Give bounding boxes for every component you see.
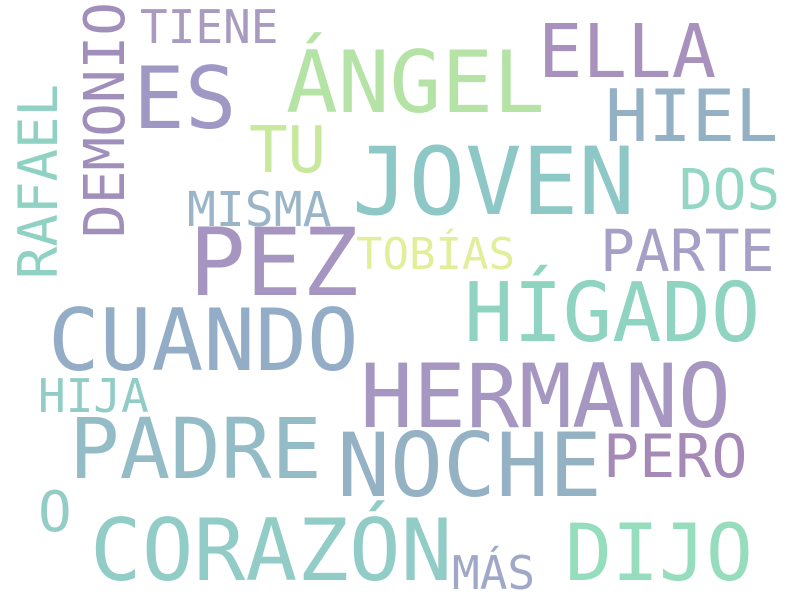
word-es: ES (133, 49, 237, 149)
word-hiel: HIEL (605, 74, 779, 158)
word-demonio: DEMONIO (73, 2, 138, 239)
word-tu: TU (249, 114, 327, 188)
word-dijo: DIJO (565, 509, 753, 599)
word-higado: HÍGADO (464, 266, 761, 361)
word-tiene: TIENE (140, 0, 279, 54)
word-joven: JOVEN (352, 128, 635, 237)
word-pez: PEZ (189, 209, 359, 318)
word-dos: DOS (679, 158, 781, 223)
word-noche: NOCHE (337, 414, 602, 517)
word-rafael: RAFAEL (7, 84, 70, 280)
word-o: O (38, 480, 72, 545)
word-pero: PERO (603, 422, 748, 492)
word-ella: ELLA (538, 9, 717, 95)
word-corazon: CORAZÓN (90, 501, 453, 601)
word-misma: MISMA (187, 182, 332, 238)
word-parte: PARTE (600, 217, 775, 285)
word-hija: HIJA (38, 369, 149, 423)
word-cuando: CUANDO (48, 291, 359, 391)
word-hermano: HERMANO (360, 345, 731, 448)
word-tobias: TOBÍAS (356, 229, 515, 280)
word-padre: PADRE (69, 400, 322, 498)
word-mas: MÁS (452, 546, 536, 600)
word-angel: ÁNGEL (286, 33, 545, 133)
